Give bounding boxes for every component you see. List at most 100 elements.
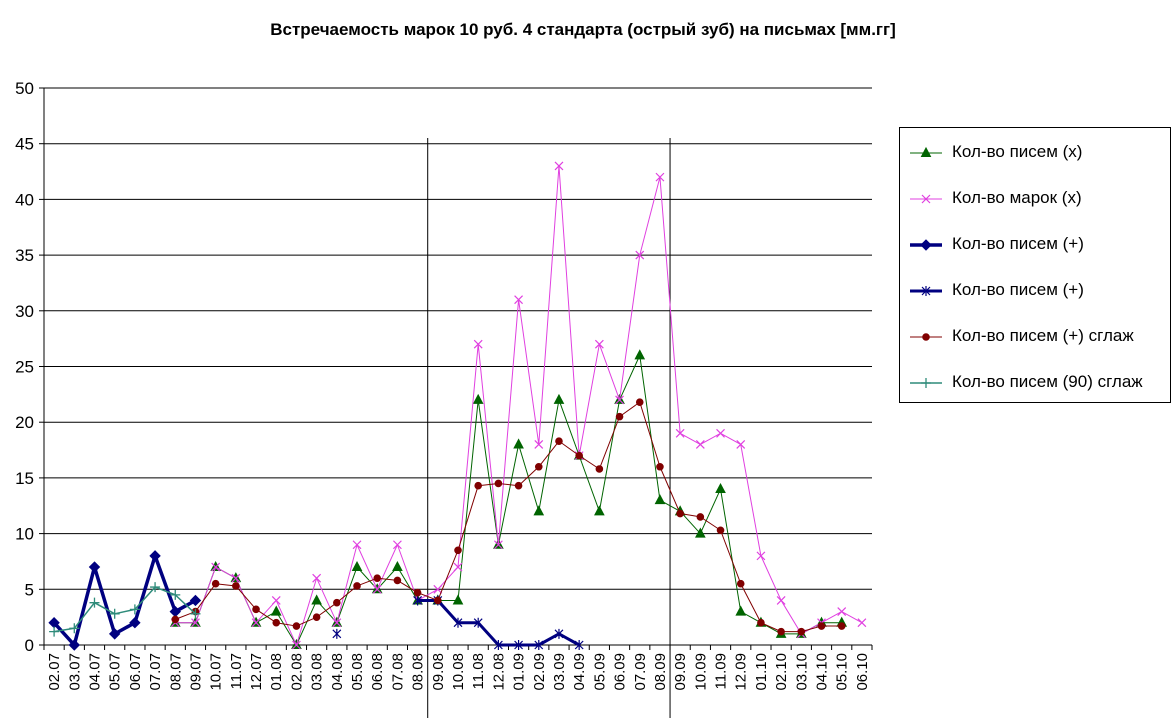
data-point	[635, 398, 644, 406]
data-point	[373, 574, 382, 582]
data-point	[656, 462, 664, 471]
x-tick-label: 02.10	[773, 653, 790, 691]
x-tick-label: 04.08	[329, 653, 346, 691]
data-point	[353, 582, 361, 590]
data-point	[757, 618, 765, 627]
data-point	[675, 428, 685, 438]
data-point	[68, 639, 80, 651]
x-tick-label: 05.09	[591, 653, 608, 691]
x-tick-label: 05.10	[834, 653, 851, 691]
x-tick-label: 06.08	[369, 653, 386, 691]
legend-item: Кол-во марок (x)	[900, 186, 1172, 210]
data-point	[434, 596, 442, 605]
data-point	[553, 393, 565, 404]
x-tick-label: 07.09	[632, 653, 649, 691]
series-line	[53, 586, 196, 633]
y-tick-label: 30	[15, 302, 34, 321]
x-tick-label: 12.09	[733, 653, 750, 691]
data-point	[392, 540, 402, 550]
data-point	[292, 640, 301, 650]
y-tick-label: 40	[15, 190, 34, 209]
y-tick-label: 50	[15, 79, 34, 98]
legend-marker	[921, 378, 931, 388]
data-point	[533, 505, 545, 516]
data-point	[736, 440, 746, 449]
series-1	[170, 161, 867, 650]
y-tick-label: 0	[25, 636, 34, 655]
x-tick-label: 09.07	[187, 653, 204, 691]
data-point	[594, 339, 604, 349]
data-point	[756, 551, 766, 561]
data-point	[575, 451, 583, 460]
data-point	[655, 172, 665, 182]
data-point	[231, 573, 241, 583]
data-point	[312, 613, 321, 621]
x-tick-label: 02.09	[531, 653, 548, 691]
x-tick-label: 11.09	[713, 653, 730, 689]
x-tick-label: 01.09	[511, 653, 528, 691]
x-tick-label: 05.08	[349, 653, 366, 691]
data-point	[857, 618, 867, 628]
data-point	[574, 640, 584, 650]
legend-label: Кол-во марок (x)	[952, 188, 1082, 207]
data-point	[189, 594, 202, 607]
data-point	[252, 605, 260, 614]
data-point	[89, 597, 100, 608]
data-point	[393, 576, 402, 585]
legend-label: Кол-во писем (90) сглаж	[952, 372, 1143, 391]
data-point	[513, 438, 524, 449]
legend-marker	[920, 146, 932, 157]
data-point	[514, 481, 523, 490]
data-point	[351, 560, 363, 572]
x-tick-label: 03.08	[309, 653, 326, 691]
data-point	[615, 412, 624, 421]
x-tick-label: 07.07	[147, 653, 164, 691]
data-point	[715, 482, 726, 494]
x-tick-label: 06.10	[854, 653, 871, 691]
data-point	[472, 393, 484, 404]
legend-swatch	[910, 378, 942, 388]
data-point	[676, 509, 684, 518]
data-point	[474, 481, 482, 490]
series-line	[52, 554, 197, 647]
legend-marker	[921, 286, 931, 296]
x-tick-label: 09.09	[672, 653, 689, 691]
series-4	[171, 398, 846, 636]
data-point	[232, 582, 240, 590]
legend-swatch	[910, 239, 942, 251]
data-point	[695, 440, 705, 449]
series-2	[48, 550, 202, 651]
data-point	[88, 561, 101, 573]
data-point	[635, 250, 645, 260]
data-point	[514, 295, 524, 305]
x-tick-label: 02.08	[288, 653, 305, 691]
y-tick-label: 35	[15, 246, 34, 265]
data-point	[108, 628, 121, 640]
x-tick-label: 12.08	[490, 653, 507, 691]
data-point	[594, 505, 605, 516]
data-point	[129, 617, 141, 629]
x-tick-label: 11.07	[228, 653, 245, 689]
legend-item: Кол-во писем (+) сглаж	[900, 324, 1172, 348]
x-tick-label: 03.10	[793, 653, 810, 691]
data-point	[311, 594, 322, 605]
data-point	[413, 595, 423, 606]
data-point	[171, 615, 180, 624]
data-point	[454, 546, 462, 555]
data-point	[555, 437, 563, 445]
legend-label: Кол-во писем (+)	[952, 234, 1084, 253]
data-point	[129, 604, 140, 615]
x-tick-label: 06.09	[612, 653, 629, 691]
data-point	[352, 540, 362, 550]
x-tick-label: 11.08	[470, 653, 487, 689]
y-tick-label: 20	[15, 413, 34, 432]
legend-marker	[921, 194, 931, 204]
data-point	[534, 640, 544, 650]
legend-item: Кол-во писем (+)	[900, 232, 1172, 256]
y-tick-label: 15	[15, 469, 34, 488]
y-tick-label: 10	[15, 525, 34, 544]
series-line	[175, 354, 842, 646]
data-point	[332, 628, 342, 639]
data-point	[272, 618, 281, 627]
legend-marker	[920, 239, 932, 251]
